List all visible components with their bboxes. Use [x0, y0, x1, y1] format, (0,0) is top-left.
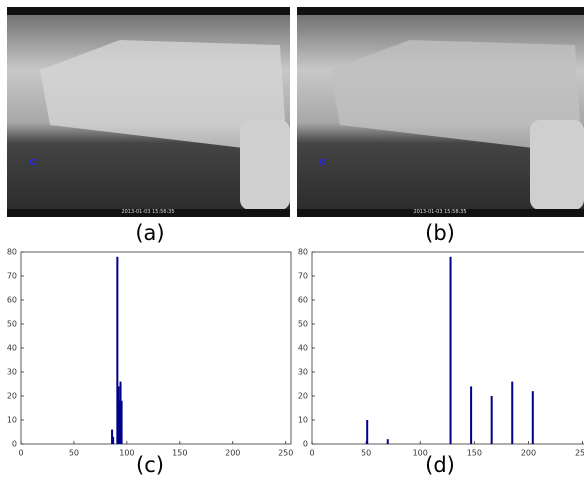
x-tick-label: 100 — [119, 449, 134, 458]
caption: (a) — [135, 221, 164, 245]
timestamp: 2013-01-03 15:56:35 — [121, 209, 174, 215]
y-tick-label: 80 — [7, 248, 17, 257]
plot-frame — [311, 251, 584, 445]
x-tick-label: 250 — [278, 449, 293, 458]
bar — [366, 420, 369, 444]
bar — [118, 400, 121, 444]
y-tick-label: 60 — [298, 296, 308, 305]
y-tick-label: 10 — [298, 416, 308, 425]
caption: (d) — [425, 453, 455, 477]
y-tick-label: 20 — [298, 392, 308, 401]
y-tick-label: 0 — [12, 440, 17, 449]
bar — [470, 386, 473, 444]
bar — [490, 396, 493, 444]
x-tick-label: 200 — [225, 449, 240, 458]
photo-a: 2013-01-03 15:56:35 — [7, 7, 290, 217]
caption: (b) — [425, 221, 455, 245]
y-tick-label: 50 — [298, 320, 308, 329]
bar — [117, 386, 120, 444]
bar — [449, 256, 452, 444]
y-tick-label: 40 — [7, 344, 17, 353]
bar — [112, 436, 115, 444]
y-tick-label: 20 — [7, 392, 17, 401]
x-tick-label: 100 — [413, 449, 428, 458]
y-tick-label: 70 — [7, 272, 17, 281]
y-tick-label: 30 — [7, 368, 17, 377]
y-tick-label: 50 — [7, 320, 17, 329]
timestamp: 2013-01-03 15:58:35 — [413, 209, 466, 215]
bar — [120, 400, 123, 444]
x-tick-label: 200 — [521, 449, 536, 458]
x-tick-label: 50 — [69, 449, 79, 458]
plot-frame — [20, 251, 292, 445]
x-tick-label: 250 — [575, 449, 584, 458]
bar — [531, 391, 534, 444]
y-tick-label: 60 — [7, 296, 17, 305]
x-tick-label: 150 — [172, 449, 187, 458]
bar — [116, 256, 119, 444]
bar — [511, 381, 514, 444]
caption: (c) — [136, 453, 164, 477]
bar — [386, 439, 389, 444]
y-tick-label: 40 — [298, 344, 308, 353]
x-tick-label: 0 — [18, 449, 23, 458]
x-tick-label: 150 — [467, 449, 482, 458]
photo-b: 2013-01-03 15:58:35 — [297, 7, 584, 217]
y-tick-label: 80 — [298, 248, 308, 257]
y-tick-label: 0 — [303, 440, 308, 449]
x-tick-label: 0 — [309, 449, 314, 458]
x-tick-label: 50 — [361, 449, 371, 458]
bar — [119, 381, 122, 444]
y-tick-label: 30 — [298, 368, 308, 377]
y-tick-label: 70 — [298, 272, 308, 281]
y-tick-label: 10 — [7, 416, 17, 425]
bar — [111, 429, 114, 444]
